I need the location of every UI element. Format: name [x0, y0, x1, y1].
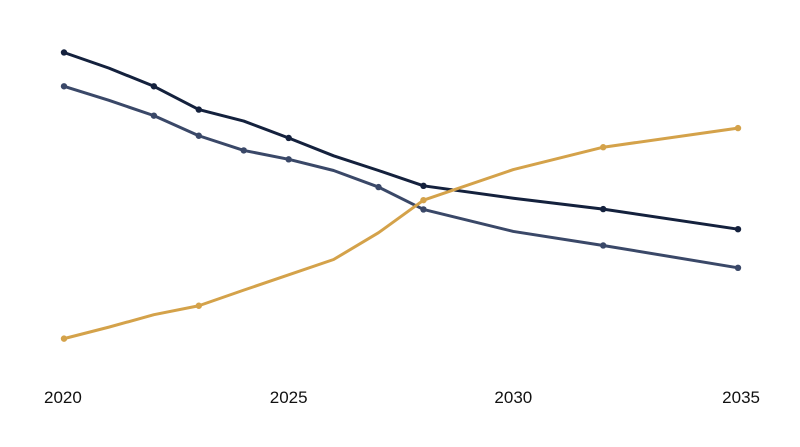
series-line-2: [62, 84, 740, 270]
data-point-s1-2020: [60, 49, 68, 56]
data-point-s3-2023: [195, 302, 202, 309]
series-layer: [62, 50, 740, 341]
x-axis: 2020 2025 2030 2035: [44, 388, 760, 407]
series-line-1: [62, 50, 740, 231]
data-point-s1-2022: [150, 83, 158, 90]
data-point-s2-2022: [150, 112, 158, 119]
data-point-s1-2025: [285, 134, 292, 142]
data-point-s3-2035: [734, 124, 742, 132]
series-line-3: [62, 126, 740, 341]
x-tick-label-2020: 2020: [44, 388, 82, 407]
data-point-s2-2028: [420, 206, 427, 213]
data-point-s3-2020: [60, 335, 68, 342]
data-point-s2-2025: [285, 156, 292, 163]
x-tick-label-2030: 2030: [494, 388, 532, 407]
x-tick-label-2025: 2025: [270, 388, 308, 407]
data-point-s1-2023: [195, 106, 202, 113]
data-point-s2-2024: [240, 147, 247, 154]
data-point-s2-2035: [734, 264, 742, 271]
marker-layer: [60, 49, 742, 342]
data-point-s2-2032: [600, 242, 607, 249]
data-point-s1-2032: [600, 205, 607, 213]
data-point-s1-2028: [420, 182, 427, 190]
data-point-s3-2028: [420, 196, 427, 204]
x-tick-label-2035: 2035: [722, 388, 760, 407]
data-point-s2-2027: [375, 183, 382, 191]
data-point-s2-2023: [195, 132, 202, 139]
data-point-s1-2035: [734, 226, 742, 233]
data-point-s3-2032: [600, 144, 607, 151]
data-point-s2-2020: [60, 83, 68, 90]
